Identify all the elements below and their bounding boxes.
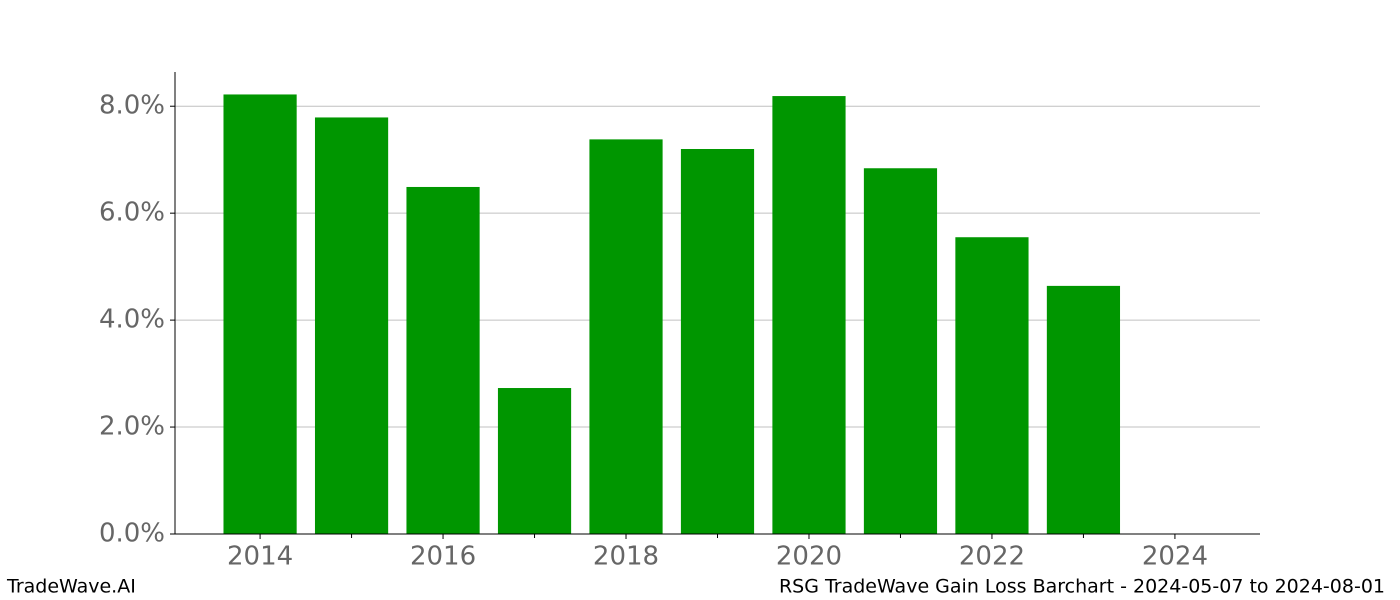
y-tick-label: 0.0% <box>99 519 165 549</box>
y-tick-label: 6.0% <box>99 198 165 228</box>
bar <box>772 96 846 534</box>
x-tick-label: 2022 <box>959 542 1025 572</box>
bar <box>1046 285 1121 534</box>
x-tick-label: 2018 <box>593 542 659 572</box>
bar <box>680 149 755 534</box>
y-tick-label: 8.0% <box>99 91 165 121</box>
x-tick-label: 2024 <box>1142 542 1208 572</box>
y-tick-label: 4.0% <box>99 305 165 335</box>
footer-right: RSG TradeWave Gain Loss Barchart - 2024-… <box>779 576 1385 598</box>
bar <box>406 186 480 534</box>
bar <box>955 237 1029 534</box>
footer-left: TradeWave.AI <box>6 576 136 598</box>
x-tick-label: 2014 <box>227 542 293 572</box>
x-tick-label: 2016 <box>410 542 476 572</box>
x-tick-label: 2020 <box>776 542 842 572</box>
bar <box>863 168 938 534</box>
bar <box>497 388 572 534</box>
y-tick-label: 2.0% <box>99 412 165 442</box>
bar <box>314 117 389 534</box>
bar <box>223 94 297 534</box>
bar <box>589 139 663 534</box>
